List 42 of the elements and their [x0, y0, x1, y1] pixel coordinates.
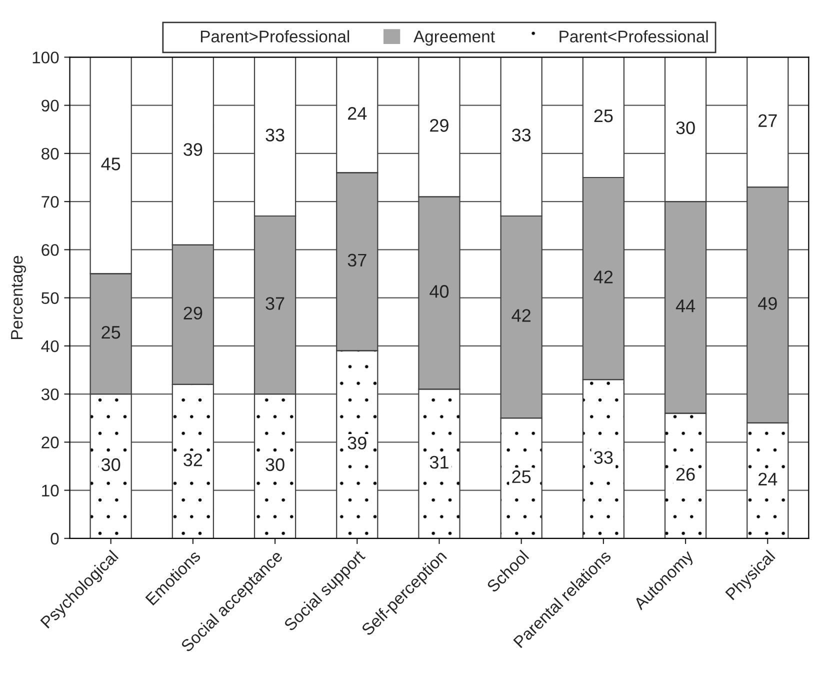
y-tick-label: 30 [41, 388, 59, 400]
y-tick-label: 20 [42, 436, 59, 448]
y-tick-label: 100 [32, 52, 59, 64]
data-label: 27 [758, 114, 777, 127]
data-label: 32 [184, 453, 202, 466]
data-label: 30 [676, 121, 695, 134]
data-label: 25 [512, 470, 531, 484]
data-label: 24 [348, 107, 367, 120]
data-label: 37 [266, 297, 284, 310]
data-label: 40 [430, 285, 449, 298]
y-axis-title: Percentage [11, 256, 26, 340]
data-label: 42 [512, 309, 530, 322]
y-tick-label: 50 [42, 292, 59, 304]
data-label: 25 [594, 109, 613, 122]
y-tick-label: 60 [42, 244, 59, 256]
data-label: 44 [676, 300, 696, 312]
data-label: 37 [348, 254, 366, 267]
data-label: 31 [430, 456, 448, 469]
data-label: 29 [430, 119, 448, 132]
y-tick-label: 0 [50, 532, 59, 545]
y-tick-label: 70 [42, 196, 59, 208]
data-label: 33 [512, 128, 531, 142]
data-label: 29 [184, 306, 202, 320]
data-label: 42 [594, 270, 613, 284]
data-label: 49 [758, 297, 777, 310]
y-tick-label: 10 [42, 484, 59, 496]
legend-label: Parent<Professional [560, 30, 708, 42]
data-label: 33 [594, 451, 613, 464]
data-label: 33 [266, 128, 284, 142]
data-label: 25 [102, 326, 120, 339]
data-label: 39 [184, 143, 202, 156]
y-tick-label: 90 [42, 100, 59, 112]
data-label: 26 [676, 468, 695, 481]
series-label: Parent>Professional [200, 30, 350, 42]
data-label: 30 [266, 458, 284, 472]
y-tick-label: 80 [42, 148, 59, 160]
legend-label: Agreement [414, 30, 495, 46]
data-label: 24 [758, 472, 778, 486]
y-tick-label: 40 [41, 340, 59, 352]
data-label: 39 [348, 436, 366, 450]
data-label: 45 [101, 158, 120, 170]
data-label: 30 [101, 458, 120, 472]
